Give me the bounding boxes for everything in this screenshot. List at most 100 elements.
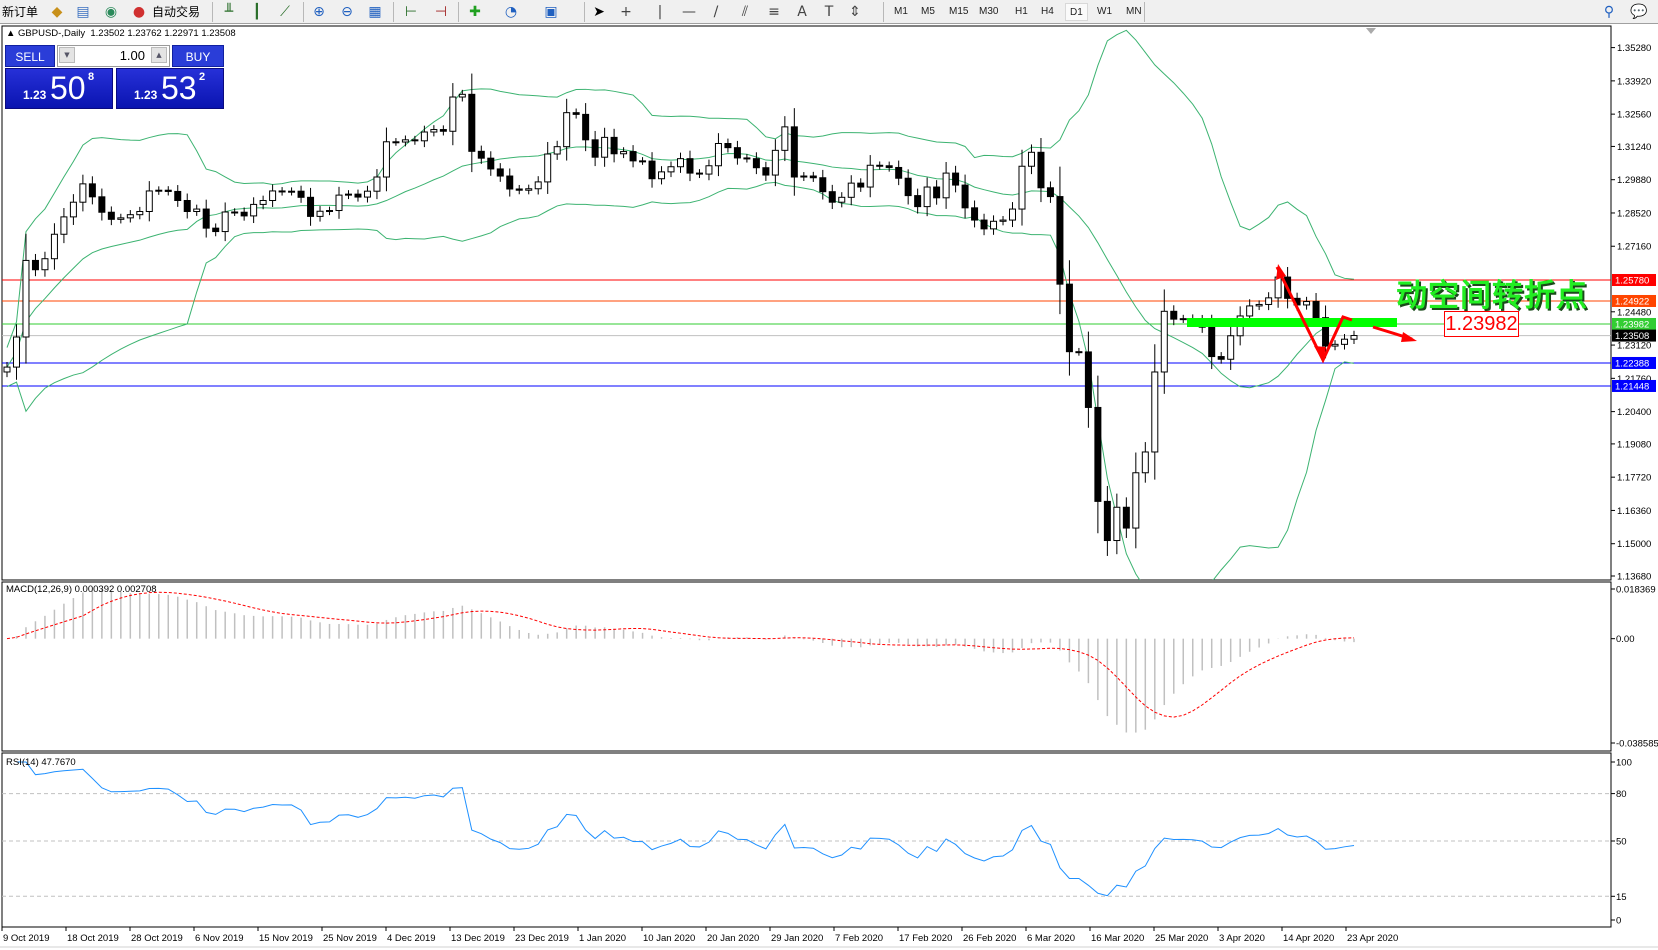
- sell-button[interactable]: SELL: [5, 45, 55, 67]
- price-tick-label: 1.15000: [1617, 539, 1651, 550]
- date-tick-label: 4 Dec 2019: [387, 933, 436, 944]
- date-tick-label: 13 Dec 2019: [451, 933, 505, 944]
- market-icon[interactable]: ◉: [104, 4, 118, 20]
- lot-decrease-button[interactable]: ▼: [59, 47, 75, 63]
- candle-bear: [743, 157, 751, 160]
- bar-chart-icon[interactable]: ╨: [224, 4, 234, 20]
- level-label-bg: [1612, 317, 1656, 330]
- auto-trading-button[interactable]: 自动交易: [152, 5, 201, 19]
- candle-bull: [449, 96, 457, 132]
- candle-bull: [155, 189, 163, 192]
- line-chart-icon[interactable]: ⟋: [280, 4, 290, 20]
- lot-increase-button[interactable]: ▲: [151, 47, 167, 63]
- timeframe-h4[interactable]: H4: [1041, 6, 1054, 17]
- price-tick-label: 1.19080: [1617, 439, 1651, 450]
- candle-bear: [411, 139, 419, 142]
- price-tick-label: 1.17720: [1617, 473, 1651, 484]
- tile-windows-icon[interactable]: ▦: [368, 4, 382, 20]
- fibonacci-icon[interactable]: ≡: [768, 4, 780, 20]
- text-icon[interactable]: A: [797, 4, 807, 20]
- history-icon[interactable]: ◆: [51, 4, 63, 20]
- candle-bull: [1113, 506, 1121, 542]
- collapse-arrow-icon[interactable]: ▲: [6, 28, 16, 39]
- macd-pane: [1, 581, 1612, 752]
- chart-shift-icon[interactable]: ⊢: [404, 4, 418, 20]
- rsi-tick-label: 80: [1616, 789, 1627, 800]
- annotation-price-box[interactable]: 1.23982: [1444, 311, 1519, 337]
- price-tick-label: 1.28520: [1617, 208, 1651, 219]
- chat-icon[interactable]: 💬: [1630, 4, 1648, 20]
- rsi-label: RSI(14) 47.7670: [6, 757, 76, 768]
- timeframe-h1[interactable]: H1: [1015, 6, 1028, 17]
- arrows-icon[interactable]: ⇕: [849, 4, 861, 20]
- candle-bull: [1331, 343, 1339, 347]
- candle-bull: [601, 136, 609, 158]
- candle-bear: [164, 189, 172, 192]
- candle-bull: [544, 153, 552, 183]
- one-click-trading-panel: SELL 1.00 ▼ ▲ BUY 1.23 50 8 1.23 53 2: [5, 45, 224, 110]
- candle-bear: [752, 158, 760, 169]
- timeframe-mn[interactable]: MN: [1126, 6, 1142, 17]
- zoom-out-icon[interactable]: ⊖: [341, 4, 353, 20]
- periods-icon[interactable]: ◔: [504, 4, 518, 20]
- buy-price-prefix: 1.23: [134, 88, 158, 102]
- templates-icon[interactable]: ▣: [544, 4, 558, 20]
- candle-bull: [1255, 303, 1263, 307]
- candle-bear: [1322, 317, 1330, 347]
- date-tick-label: 3 Apr 2020: [1219, 933, 1265, 944]
- buy-button[interactable]: BUY: [172, 45, 224, 67]
- candle-bear: [1084, 351, 1092, 408]
- candle-bear: [809, 175, 817, 179]
- date-tick-label: 18 Oct 2019: [67, 933, 119, 944]
- timeframe-m30[interactable]: M30: [979, 6, 999, 17]
- lot-size-input[interactable]: 1.00: [57, 45, 170, 67]
- candle-bear: [107, 211, 115, 220]
- auto-trading-icon[interactable]: ●: [132, 4, 146, 20]
- candle-bear: [980, 219, 988, 230]
- candles: [3, 73, 1358, 556]
- candle-bull: [344, 193, 352, 196]
- annotation-text[interactable]: 动空间转折点: [1396, 278, 1588, 314]
- candle-bear: [1208, 326, 1216, 358]
- vertical-line-icon[interactable]: |: [657, 4, 663, 20]
- candle-bull: [990, 220, 998, 230]
- rsi-tick-label: 0: [1616, 916, 1621, 927]
- candle-bull: [847, 182, 855, 198]
- candle-bull: [250, 203, 258, 217]
- level-label-bg: [1612, 294, 1656, 307]
- candle-bull: [269, 190, 277, 201]
- timeframe-m15[interactable]: M15: [949, 6, 969, 17]
- zoom-in-icon[interactable]: ⊕: [313, 4, 325, 20]
- signals-icon[interactable]: ▤: [76, 4, 90, 20]
- candle-bear: [174, 190, 182, 201]
- candle-bear: [724, 142, 732, 149]
- sell-price[interactable]: 1.23 50 8: [5, 68, 113, 109]
- level-label-bg: [1612, 379, 1656, 392]
- main-price-pane: [1, 25, 1612, 581]
- candle-bull: [1151, 371, 1159, 453]
- equidistant-channel-icon[interactable]: ⫽: [741, 4, 749, 20]
- separator: [584, 2, 585, 22]
- candle-bear: [639, 160, 647, 163]
- timeframe-d1[interactable]: D1: [1065, 3, 1088, 21]
- candle-bull: [781, 126, 789, 151]
- chart-ohlc: 1.23502 1.23762 1.22971 1.23508: [90, 28, 236, 39]
- new-order-button[interactable]: 新订单: [2, 5, 39, 19]
- cursor-icon[interactable]: ➤: [593, 4, 605, 20]
- autoscroll-icon[interactable]: ⊣: [434, 4, 448, 20]
- timeframe-m5[interactable]: M5: [921, 6, 935, 17]
- buy-price[interactable]: 1.23 53 2: [116, 68, 224, 109]
- candle-bull: [326, 210, 334, 213]
- timeframe-m1[interactable]: M1: [894, 6, 908, 17]
- search-icon[interactable]: ⚲: [1603, 4, 1615, 20]
- macd-tick-label: 0.018369: [1616, 585, 1656, 596]
- horizontal-line-icon[interactable]: —: [682, 4, 696, 20]
- text-label-icon[interactable]: T: [824, 4, 834, 20]
- chart-symbol: GBPUSD-,Daily: [18, 28, 86, 39]
- candlestick-icon[interactable]: ┃: [252, 4, 262, 20]
- crosshair-icon[interactable]: +: [620, 4, 632, 20]
- indicators-icon[interactable]: ✚: [469, 4, 481, 20]
- trendline-icon[interactable]: /: [713, 4, 719, 20]
- timeframe-w1[interactable]: W1: [1097, 6, 1112, 17]
